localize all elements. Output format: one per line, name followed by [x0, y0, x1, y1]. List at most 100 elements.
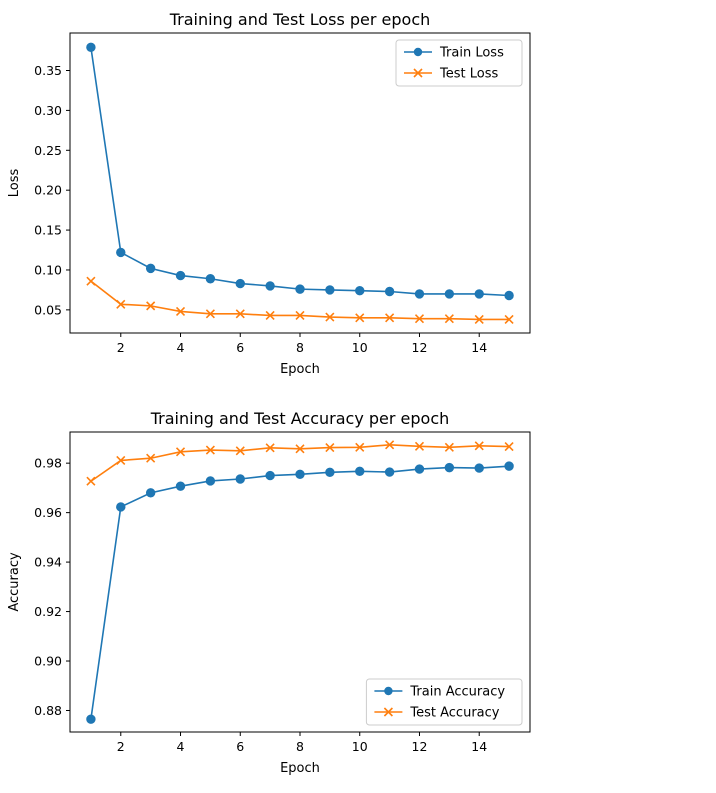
- x-tick-label: 14: [471, 340, 487, 355]
- legend: Train Accuracy Test Accuracy: [365, 678, 523, 726]
- data-point: [295, 469, 305, 479]
- data-point: [444, 462, 455, 473]
- data-point: [414, 441, 425, 451]
- chart-title: Training and Test Accuracy per epoch: [150, 409, 450, 428]
- x-tick-label: 6: [236, 340, 244, 355]
- x-tick-label: 4: [177, 340, 185, 355]
- data-point: [414, 314, 425, 324]
- x-tick-label: 4: [177, 739, 185, 754]
- data-point: [116, 502, 126, 512]
- x-tick-label: 12: [412, 739, 428, 754]
- legend-label: Train Accuracy: [409, 685, 505, 700]
- x-tick-label: 6: [236, 739, 244, 754]
- data-point: [146, 453, 156, 463]
- data-point: [235, 309, 245, 319]
- y-axis-label: Loss: [7, 169, 22, 198]
- data-point: [384, 286, 395, 297]
- plot-frame: [69, 431, 531, 733]
- data-point: [205, 309, 215, 319]
- legend-marker: [413, 47, 423, 57]
- data-point: [175, 447, 186, 457]
- data-point: [385, 440, 395, 450]
- data-point: [175, 481, 186, 491]
- legend-label: Train Loss: [439, 46, 504, 61]
- chart-2: Training and Test Accuracy per epoch 2 4 6 8…: [7, 409, 531, 776]
- data-point: [355, 466, 365, 477]
- y-tick-label: 0.05: [34, 302, 62, 317]
- chart-1: Training and Test Loss per epoch 2 4 6 8 10 12…: [7, 10, 531, 377]
- x-tick-label: 2: [117, 340, 125, 355]
- y-tick-label: 0.10: [34, 262, 62, 277]
- data-point: [205, 274, 216, 284]
- x-tick-label: 10: [352, 739, 368, 754]
- data-point: [444, 289, 455, 299]
- data-point: [504, 461, 514, 471]
- chart-title: Training and Test Loss per epoch: [169, 10, 431, 29]
- legend: Train Loss Test Loss: [395, 39, 523, 87]
- data-point: [175, 270, 186, 281]
- data-point: [504, 290, 514, 301]
- data-point: [205, 445, 215, 455]
- data-point: [116, 247, 126, 258]
- y-tick-label: 0.88: [34, 703, 62, 718]
- data-point: [295, 444, 305, 454]
- data-point: [325, 467, 335, 478]
- y-tick-label: 0.20: [34, 183, 62, 198]
- data-point: [355, 286, 365, 296]
- x-tick-label: 8: [296, 340, 304, 355]
- data-point: [504, 442, 514, 452]
- y-tick-label: 0.35: [34, 63, 62, 78]
- y-axis-label: Accuracy: [7, 552, 22, 612]
- legend-marker: [384, 686, 393, 696]
- data-point: [355, 442, 365, 452]
- x-axis-label: Epoch: [280, 362, 320, 377]
- y-tick-label: 0.96: [34, 505, 62, 520]
- legend-marker: [413, 68, 423, 78]
- data-point: [295, 284, 305, 294]
- legend-label: Test Loss: [439, 67, 498, 82]
- data-point: [116, 455, 126, 466]
- x-tick-label: 2: [117, 739, 125, 754]
- data-point: [474, 289, 484, 299]
- data-point: [145, 488, 156, 498]
- data-point: [474, 314, 484, 325]
- data-point: [235, 474, 245, 484]
- data-point: [414, 289, 425, 299]
- data-point: [235, 446, 245, 456]
- legend-marker: [383, 707, 393, 717]
- legend-box: [365, 678, 523, 726]
- y-tick-label: 0.94: [34, 555, 62, 570]
- y-tick-label: 0.92: [34, 604, 62, 619]
- data-point: [265, 470, 275, 481]
- data-point: [86, 42, 96, 53]
- data-point: [355, 313, 365, 323]
- data-point: [444, 314, 454, 324]
- data-point: [474, 463, 484, 473]
- plot-frame: [69, 32, 531, 334]
- x-tick-label: 14: [471, 739, 487, 754]
- y-tick-label: 0.15: [34, 223, 62, 238]
- data-point: [116, 299, 126, 309]
- y-tick-label: 0.90: [34, 654, 62, 669]
- data-point: [146, 301, 156, 311]
- data-point: [145, 263, 156, 274]
- data-point: [295, 310, 305, 321]
- data-point: [265, 443, 275, 453]
- y-tick-label: 0.98: [34, 456, 62, 471]
- data-point: [86, 714, 96, 724]
- data-point: [414, 464, 425, 474]
- data-point: [175, 306, 186, 317]
- data-point: [205, 476, 216, 486]
- data-point: [474, 441, 484, 451]
- data-point: [325, 312, 335, 322]
- x-tick-label: 8: [296, 739, 304, 754]
- data-point: [86, 476, 96, 486]
- data-point: [325, 285, 335, 295]
- x-tick-label: 10: [352, 340, 368, 355]
- x-axis-label: Epoch: [280, 761, 320, 776]
- data-point: [504, 314, 514, 325]
- y-tick-label: 0.25: [34, 143, 62, 158]
- data-point: [235, 278, 245, 289]
- data-point: [325, 443, 335, 453]
